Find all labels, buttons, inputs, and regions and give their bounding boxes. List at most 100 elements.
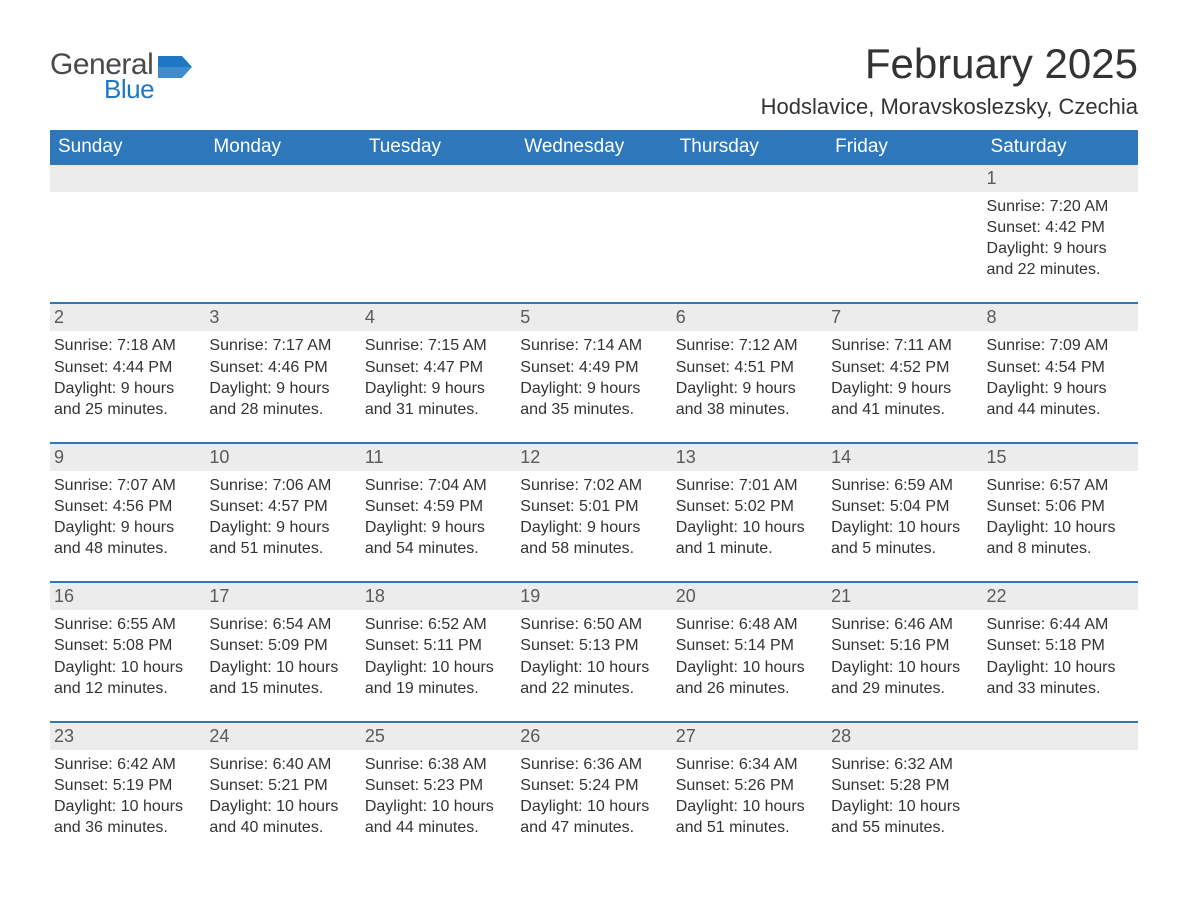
day-line-day2: and 48 minutes. xyxy=(54,538,199,559)
day-line-sunset: Sunset: 5:16 PM xyxy=(831,635,976,656)
day-number: 11 xyxy=(365,447,384,467)
calendar-day: 15Sunrise: 6:57 AMSunset: 5:06 PMDayligh… xyxy=(983,444,1138,559)
day-line-day2: and 44 minutes. xyxy=(987,399,1132,420)
day-line-sunrise: Sunrise: 7:12 AM xyxy=(676,335,821,356)
day-number xyxy=(987,726,992,746)
day-details: Sunrise: 6:46 AMSunset: 5:16 PMDaylight:… xyxy=(829,614,976,698)
day-details: Sunrise: 7:07 AMSunset: 4:56 PMDaylight:… xyxy=(52,475,199,559)
day-line-sunset: Sunset: 5:08 PM xyxy=(54,635,199,656)
day-number-bar: 17 xyxy=(205,583,360,610)
day-line-day2: and 51 minutes. xyxy=(676,817,821,838)
day-details: Sunrise: 6:40 AMSunset: 5:21 PMDaylight:… xyxy=(207,754,354,838)
day-line-day1: Daylight: 10 hours xyxy=(54,657,199,678)
day-details: Sunrise: 7:18 AMSunset: 4:44 PMDaylight:… xyxy=(52,335,199,419)
calendar-day: 27Sunrise: 6:34 AMSunset: 5:26 PMDayligh… xyxy=(672,723,827,838)
day-line-sunrise: Sunrise: 6:42 AM xyxy=(54,754,199,775)
day-line-sunset: Sunset: 4:49 PM xyxy=(520,357,665,378)
day-line-day1: Daylight: 9 hours xyxy=(365,517,510,538)
day-line-sunset: Sunset: 5:11 PM xyxy=(365,635,510,656)
day-line-day1: Daylight: 10 hours xyxy=(209,796,354,817)
calendar-week: 9Sunrise: 7:07 AMSunset: 4:56 PMDaylight… xyxy=(50,442,1138,559)
day-line-sunset: Sunset: 5:24 PM xyxy=(520,775,665,796)
day-line-day2: and 8 minutes. xyxy=(987,538,1132,559)
day-line-day1: Daylight: 10 hours xyxy=(676,657,821,678)
calendar-day: 1Sunrise: 7:20 AMSunset: 4:42 PMDaylight… xyxy=(983,165,1138,280)
day-details: Sunrise: 6:55 AMSunset: 5:08 PMDaylight:… xyxy=(52,614,199,698)
day-line-day1: Daylight: 10 hours xyxy=(987,657,1132,678)
day-number xyxy=(831,168,836,188)
calendar-day: 24 Sunrise: 6:40 AMSunset: 5:21 PMDayligh… xyxy=(205,723,360,838)
day-number: 23 xyxy=(54,726,74,746)
calendar-day-empty xyxy=(50,165,205,280)
day-number: 2 xyxy=(54,307,64,327)
day-details: Sunrise: 6:36 AMSunset: 5:24 PMDaylight:… xyxy=(518,754,665,838)
calendar-day: 18Sunrise: 6:52 AMSunset: 5:11 PMDayligh… xyxy=(361,583,516,698)
calendar-day: 13Sunrise: 7:01 AMSunset: 5:02 PMDayligh… xyxy=(672,444,827,559)
day-line-sunrise: Sunrise: 6:44 AM xyxy=(987,614,1132,635)
calendar-day-empty xyxy=(516,165,671,280)
day-line-sunrise: Sunrise: 7:06 AM xyxy=(209,475,354,496)
day-line-day2: and 31 minutes. xyxy=(365,399,510,420)
day-details: Sunrise: 6:34 AMSunset: 5:26 PMDaylight:… xyxy=(674,754,821,838)
day-line-sunset: Sunset: 4:56 PM xyxy=(54,496,199,517)
calendar-day: 12Sunrise: 7:02 AMSunset: 5:01 PMDayligh… xyxy=(516,444,671,559)
day-details: Sunrise: 6:32 AMSunset: 5:28 PMDaylight:… xyxy=(829,754,976,838)
day-number-bar: 26 xyxy=(516,723,671,750)
day-details: Sunrise: 6:48 AMSunset: 5:14 PMDaylight:… xyxy=(674,614,821,698)
day-line-sunrise: Sunrise: 7:18 AM xyxy=(54,335,199,356)
day-line-day2: and 29 minutes. xyxy=(831,678,976,699)
day-line-sunset: Sunset: 5:28 PM xyxy=(831,775,976,796)
day-line-day1: Daylight: 9 hours xyxy=(676,378,821,399)
day-line-day2: and 40 minutes. xyxy=(209,817,354,838)
day-line-day1: Daylight: 9 hours xyxy=(520,517,665,538)
day-line-sunrise: Sunrise: 7:20 AM xyxy=(987,196,1132,217)
day-line-sunrise: Sunrise: 7:17 AM xyxy=(209,335,354,356)
day-number-bar: 12 xyxy=(516,444,671,471)
day-line-sunset: Sunset: 5:19 PM xyxy=(54,775,199,796)
day-line-day2: and 36 minutes. xyxy=(54,817,199,838)
day-line-sunrise: Sunrise: 6:52 AM xyxy=(365,614,510,635)
title-block: February 2025 Hodslavice, Moravskoslezsk… xyxy=(761,40,1138,120)
calendar-day-empty xyxy=(983,723,1138,838)
day-line-sunset: Sunset: 5:01 PM xyxy=(520,496,665,517)
day-line-day2: and 25 minutes. xyxy=(54,399,199,420)
day-number: 7 xyxy=(831,307,841,327)
day-line-sunset: Sunset: 4:46 PM xyxy=(209,357,354,378)
calendar-day: 8Sunrise: 7:09 AMSunset: 4:54 PMDaylight… xyxy=(983,304,1138,419)
calendar-day-empty xyxy=(827,165,982,280)
day-number-bar: 14 xyxy=(827,444,982,471)
day-number-bar: 13 xyxy=(672,444,827,471)
day-number: 6 xyxy=(676,307,686,327)
day-line-day2: and 19 minutes. xyxy=(365,678,510,699)
day-line-day2: and 22 minutes. xyxy=(987,259,1132,280)
day-number-bar: 4 xyxy=(361,304,516,331)
day-line-day2: and 44 minutes. xyxy=(365,817,510,838)
day-number-bar: 19 xyxy=(516,583,671,610)
day-line-day1: Daylight: 9 hours xyxy=(54,517,199,538)
day-number-bar xyxy=(672,165,827,192)
day-line-day2: and 54 minutes. xyxy=(365,538,510,559)
calendar-day: 4Sunrise: 7:15 AMSunset: 4:47 PMDaylight… xyxy=(361,304,516,419)
day-details: Sunrise: 7:09 AMSunset: 4:54 PMDaylight:… xyxy=(985,335,1132,419)
day-number: 18 xyxy=(365,586,385,606)
day-line-day1: Daylight: 9 hours xyxy=(54,378,199,399)
day-line-sunrise: Sunrise: 6:36 AM xyxy=(520,754,665,775)
day-line-sunrise: Sunrise: 7:14 AM xyxy=(520,335,665,356)
day-number-bar: 28 xyxy=(827,723,982,750)
day-line-day1: Daylight: 9 hours xyxy=(987,378,1132,399)
calendar-day: 14 Sunrise: 6:59 AMSunset: 5:04 PMDayligh… xyxy=(827,444,982,559)
day-line-day1: Daylight: 9 hours xyxy=(520,378,665,399)
logo-text: General Blue xyxy=(50,50,154,102)
dow-cell: Thursday xyxy=(672,130,827,165)
day-number-bar: 24 xyxy=(205,723,360,750)
day-line-sunset: Sunset: 5:06 PM xyxy=(987,496,1132,517)
day-line-sunset: Sunset: 5:13 PM xyxy=(520,635,665,656)
day-number-bar xyxy=(205,165,360,192)
day-line-sunset: Sunset: 5:23 PM xyxy=(365,775,510,796)
day-number: 13 xyxy=(676,447,696,467)
day-line-day2: and 35 minutes. xyxy=(520,399,665,420)
day-details: Sunrise: 6:59 AMSunset: 5:04 PMDaylight:… xyxy=(829,475,976,559)
calendar-week: 16Sunrise: 6:55 AMSunset: 5:08 PMDayligh… xyxy=(50,581,1138,698)
day-line-day2: and 47 minutes. xyxy=(520,817,665,838)
day-number-bar: 21 xyxy=(827,583,982,610)
